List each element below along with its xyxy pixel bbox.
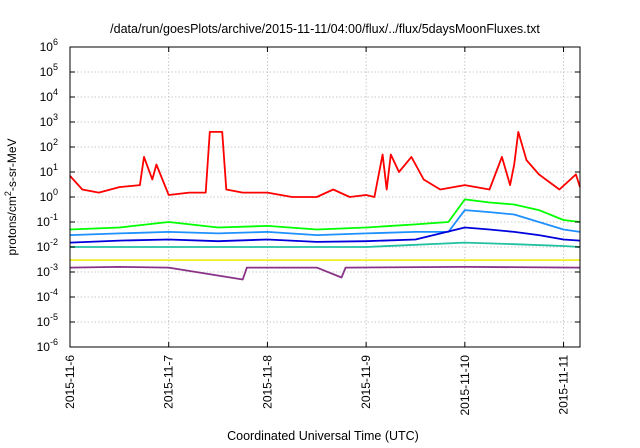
x-tick-label: 2015-11-8	[260, 355, 274, 409]
series-line	[69, 266, 581, 281]
series-line	[69, 209, 581, 236]
y-axis: 10-6 10-5 10-4 10-3 10-2 10-1 100 101 102 103 104 1…	[37, 37, 580, 354]
series-group	[69, 131, 581, 281]
y-tick-label: 101	[40, 162, 58, 179]
x-tick-label: 2015-11-7	[162, 355, 176, 409]
y-tick-label: 10-3	[37, 262, 58, 279]
x-tick-label: 2015-11-10	[458, 355, 472, 416]
y-tick-label: 100	[40, 187, 58, 204]
series-line	[69, 198, 581, 231]
y-tick-label: 105	[40, 62, 58, 79]
y-tick-label: 10-5	[37, 312, 58, 329]
y-tick-label: 103	[40, 112, 58, 129]
x-axis: 2015-11-6 2015-11-7 2015-11-8 2015-11-9 2015…	[63, 47, 571, 416]
x-tick-label: 2015-11-11	[557, 355, 571, 415]
y-axis-label: protons/cm2-s-sr-MeV	[3, 138, 19, 255]
y-tick-label: 10-1	[37, 212, 58, 229]
y-tick-label: 10-4	[37, 287, 58, 304]
series-line	[69, 131, 581, 198]
x-tick-label: 2015-11-9	[359, 355, 373, 409]
y-tick-label: 10-2	[37, 237, 58, 254]
chart-title: /data/run/goesPlots/archive/2015-11-11/0…	[110, 22, 540, 36]
y-tick-label: 104	[40, 87, 58, 104]
x-axis-label: Coordinated Universal Time (UTC)	[227, 429, 419, 443]
series-line	[69, 226, 581, 244]
y-tick-label: 102	[40, 137, 58, 154]
series-line	[70, 241, 581, 248]
y-tick-label: 106	[40, 37, 58, 54]
x-tick-label: 2015-11-6	[63, 355, 77, 409]
y-tick-label: 10-6	[37, 337, 58, 354]
